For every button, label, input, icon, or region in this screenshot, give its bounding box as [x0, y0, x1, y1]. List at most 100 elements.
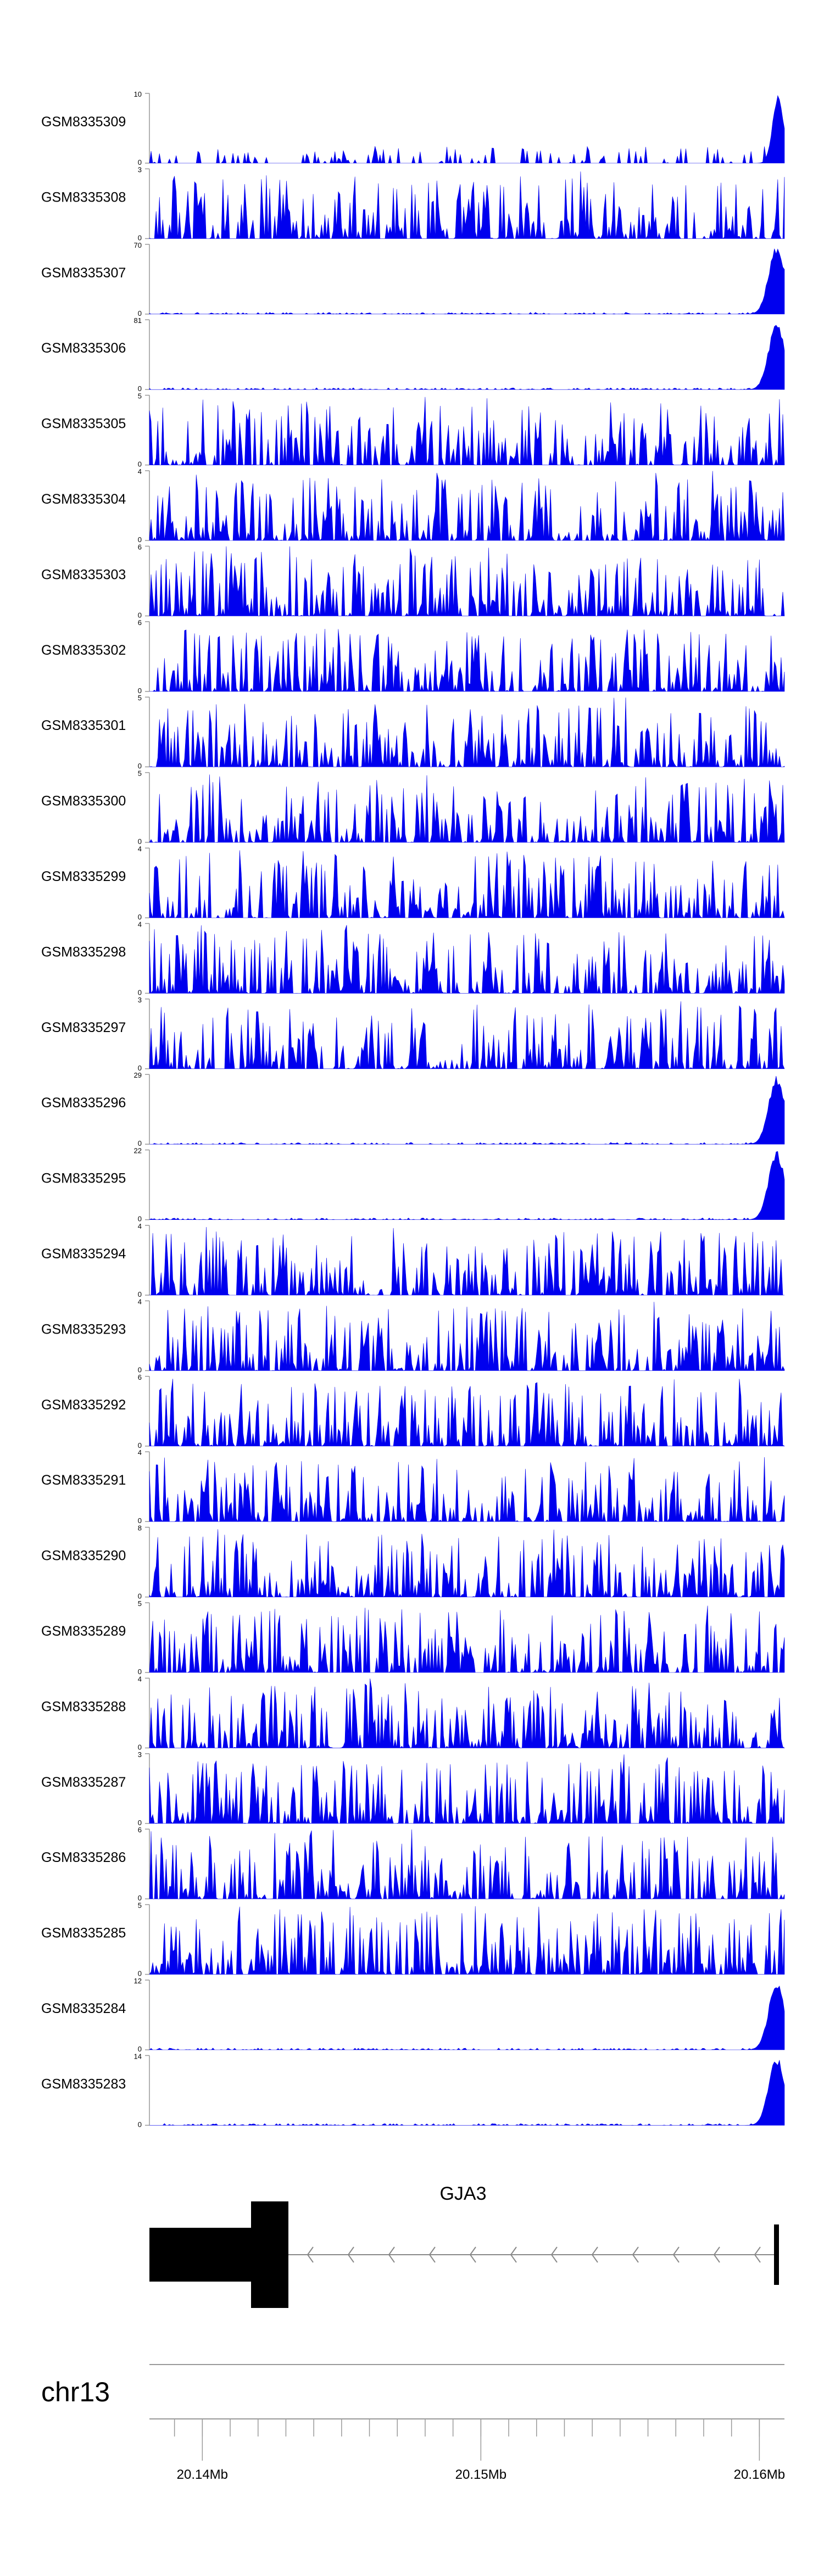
track-ymin-label: 0	[138, 1819, 142, 1827]
signal-area	[149, 397, 785, 466]
track-GSM8335307: GSM8335307 70 0	[41, 241, 785, 317]
track-ymax-label: 5	[138, 770, 142, 778]
strand-arrow-icon	[754, 2246, 761, 2263]
track-ymin-label: 0	[138, 611, 142, 619]
track-GSM8335301: GSM8335301 5 0	[41, 694, 785, 770]
track-ymax-label: 22	[134, 1147, 142, 1155]
strand-arrow-icon	[713, 2246, 720, 2263]
track-ymin-label: 0	[138, 838, 142, 846]
strand-arrow-icon	[469, 2246, 476, 2263]
strand-arrow-icon	[428, 2246, 436, 2263]
gene-label: GJA3	[439, 2183, 486, 2204]
x-axis-major-ticks: 20.14Mb 20.15Mb 20.16Mb	[177, 2419, 785, 2482]
strand-arrow-icon	[672, 2246, 680, 2263]
track-ymax-label: 5	[138, 392, 142, 400]
signal-area	[149, 1379, 786, 1447]
strand-arrow-icon	[347, 2246, 354, 2263]
track-GSM8335289: GSM8335289 5 0	[41, 1599, 785, 1676]
track-GSM8335305: GSM8335305 5 0	[41, 392, 785, 469]
signal-area	[149, 2060, 785, 2126]
gene-exon-block	[251, 2201, 288, 2308]
track-label: GSM8335291	[41, 1473, 126, 1488]
chromosome-label: chr13	[41, 2377, 110, 2407]
track-ymax-label: 6	[138, 543, 142, 551]
track-label: GSM8335292	[41, 1397, 126, 1413]
track-ymax-label: 4	[138, 1448, 142, 1457]
track-label: GSM8335285	[41, 1926, 126, 1941]
track-label: GSM8335289	[41, 1624, 126, 1639]
track-GSM8335299: GSM8335299 4 0	[41, 845, 785, 921]
track-ymin-label: 0	[138, 233, 142, 242]
strand-arrow-icon	[591, 2246, 598, 2263]
track-ymin-label: 0	[138, 384, 142, 393]
track-GSM8335309: GSM8335309 10 0	[41, 90, 785, 166]
strand-arrow-icon	[510, 2246, 517, 2263]
track-label: GSM8335300	[41, 794, 126, 809]
x-axis: 20.14Mb 20.15Mb 20.16Mb	[149, 2418, 785, 2482]
signal-area	[149, 628, 785, 692]
signal-area	[149, 1986, 785, 2050]
signal-tracks: GSM8335309100GSM833530830GSM8335307700GS…	[41, 90, 786, 2128]
track-GSM8335302: GSM8335302 6 0	[41, 618, 785, 695]
track-ymin-label: 0	[138, 1365, 142, 1374]
strand-arrow-icon	[632, 2246, 639, 2263]
track-ymax-label: 81	[134, 316, 142, 325]
track-ymax-label: 4	[138, 845, 142, 853]
signal-area	[149, 1754, 785, 1824]
signal-area	[149, 1829, 785, 1900]
track-GSM8335292: GSM8335292 6 0	[41, 1373, 786, 1449]
signal-area	[149, 774, 785, 843]
signal-area	[149, 697, 785, 768]
track-ymax-label: 6	[138, 1826, 142, 1834]
track-label: GSM8335305	[41, 416, 126, 432]
track-GSM8335286: GSM8335286 6 0	[41, 1826, 785, 1902]
x-tick-label: 20.15Mb	[455, 2467, 506, 2482]
signal-area	[149, 94, 785, 164]
x-tick-label: 20.14Mb	[177, 2467, 228, 2482]
track-ymax-label: 4	[138, 1675, 142, 1683]
signal-area	[149, 1075, 785, 1145]
track-ymin-label: 0	[138, 1592, 142, 1601]
track-ymin-label: 0	[138, 536, 142, 544]
track-GSM8335306: GSM8335306 81 0	[41, 316, 785, 393]
track-label: GSM8335283	[41, 2076, 126, 2092]
track-GSM8335285: GSM8335285 5 0	[41, 1902, 785, 1978]
track-ymin-label: 0	[138, 1064, 142, 1072]
track-ymax-label: 6	[138, 618, 142, 627]
track-GSM8335294: GSM8335294 4 0	[41, 1222, 784, 1298]
track-GSM8335296: GSM8335296 29 0	[41, 1071, 785, 1147]
chromosome-track: chr13	[41, 2364, 784, 2407]
track-GSM8335288: GSM8335288 4 0	[41, 1675, 785, 1751]
signal-area	[149, 850, 785, 918]
strand-arrow-icon	[307, 2246, 314, 2263]
track-GSM8335298: GSM8335298 4 0	[41, 920, 785, 996]
track-label: GSM8335309	[41, 114, 126, 130]
track-ymin-label: 0	[138, 1215, 142, 1223]
track-GSM8335291: GSM8335291 4 0	[41, 1448, 785, 1525]
signal-area	[149, 1457, 785, 1523]
signal-area	[149, 471, 785, 542]
track-label: GSM8335303	[41, 567, 126, 582]
track-label: GSM8335288	[41, 1699, 126, 1714]
track-ymin-label: 0	[138, 158, 142, 166]
track-ymin-label: 0	[138, 1139, 142, 1147]
track-ymax-label: 12	[134, 1977, 142, 1985]
track-ymin-label: 0	[138, 687, 142, 695]
track-ymin-label: 0	[138, 1668, 142, 1676]
track-label: GSM8335308	[41, 189, 126, 205]
gene-end-marker	[774, 2224, 779, 2285]
track-label: GSM8335307	[41, 265, 126, 281]
track-ymax-label: 70	[134, 241, 142, 249]
track-label: GSM8335284	[41, 2001, 126, 2016]
signal-area	[148, 1151, 785, 1220]
track-ymax-label: 3	[138, 1750, 142, 1759]
strand-arrow-icon	[388, 2246, 395, 2263]
track-ymax-label: 14	[134, 2052, 142, 2060]
track-GSM8335284: GSM8335284 12 0	[41, 1977, 785, 2053]
track-ymax-label: 10	[134, 90, 142, 98]
signal-area	[149, 248, 785, 315]
track-label: GSM8335294	[41, 1246, 126, 1262]
track-ymax-label: 5	[138, 1599, 142, 1608]
track-GSM8335290: GSM8335290 8 0	[41, 1524, 785, 1601]
